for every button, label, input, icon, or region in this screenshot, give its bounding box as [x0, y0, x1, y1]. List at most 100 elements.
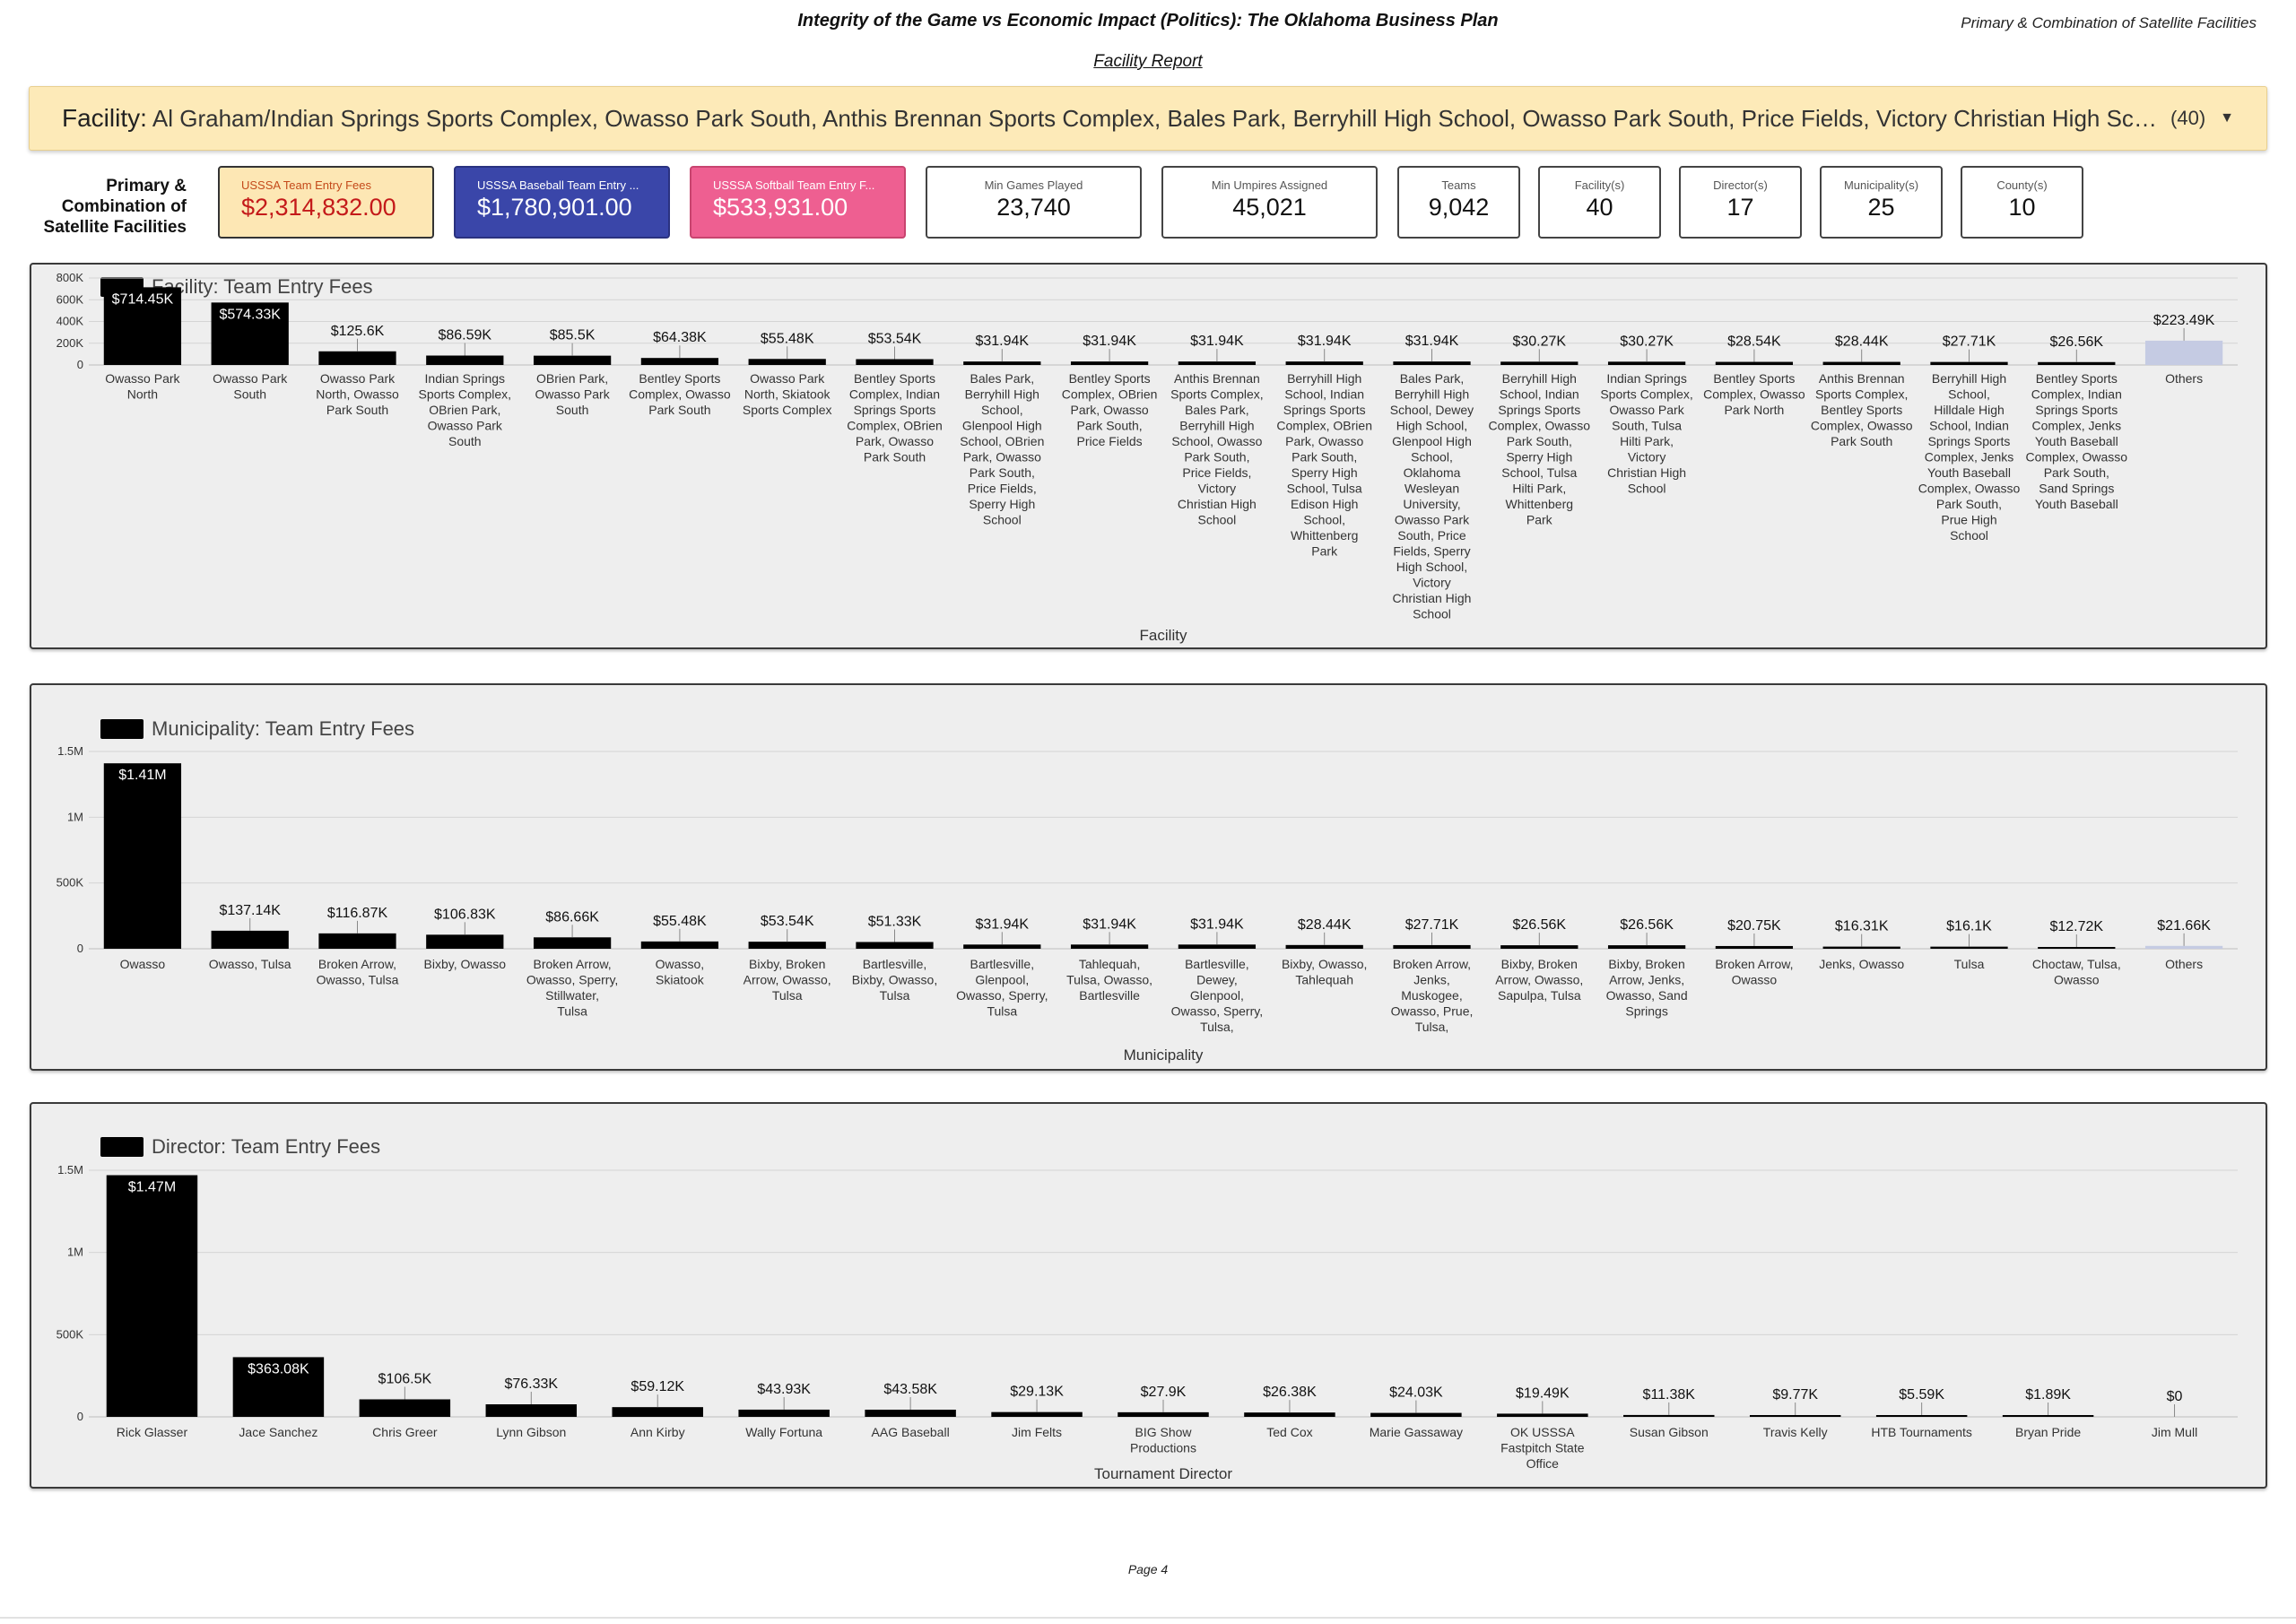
kpi-card-counties: County(s) 10 [1961, 166, 2083, 239]
category-label: Anthis Brennan Sports Complex, Bentley Spo… [1811, 371, 1913, 448]
data-label: $53.54K [868, 332, 922, 347]
kpi-title: Facility(s) [1574, 178, 1625, 192]
kpi-card-umpires-assigned: Min Umpires Assigned 45,021 [1161, 166, 1378, 239]
bar [856, 359, 934, 365]
bar [1715, 361, 1794, 365]
bar [991, 1411, 1083, 1417]
data-label: $116.87K [327, 906, 388, 921]
filter-label: Facility: [62, 104, 147, 132]
chevron-down-icon[interactable]: ▼ [2220, 110, 2234, 126]
bar [1285, 361, 1363, 365]
bar [1370, 1412, 1462, 1417]
data-label: $137.14K [219, 903, 281, 918]
category-label: Jim Felts [1012, 1425, 1062, 1439]
y-tick-label: 500K [57, 876, 84, 890]
bar [2038, 361, 2116, 365]
data-label: $1.41M [118, 768, 166, 783]
category-label: Anthis Brennan Sports Complex, Bales Park,… [1170, 371, 1263, 527]
bar [1118, 1411, 1209, 1417]
bar [640, 358, 719, 365]
x-axis-title: Municipality [1124, 1046, 1204, 1064]
category-label: Bales Park, Berryhill High School, Glenpool… [960, 371, 1044, 527]
category-label: Bentley Sports Complex, Indian Springs Spo… [847, 371, 943, 465]
data-label: $51.33K [868, 914, 922, 929]
data-label: $64.38K [653, 330, 707, 345]
kpi-title: Director(s) [1713, 178, 1768, 192]
x-axis-title: Facility [1140, 627, 1187, 644]
page-title: Integrity of the Game vs Economic Impact… [797, 11, 1499, 30]
report-scope-label: Primary & Combination of Satellite Facil… [1961, 14, 2257, 31]
bar [1393, 361, 1471, 365]
kpi-value: 9,042 [1428, 194, 1490, 221]
kpi-value: $2,314,832.00 [241, 194, 396, 221]
data-label: $43.93K [757, 1382, 811, 1397]
bar [1500, 361, 1578, 365]
category-label: Bentley Sports Complex, Owasso Park South [629, 371, 731, 417]
kpi-value: 45,021 [1232, 194, 1307, 221]
category-label: Ted Cox [1266, 1425, 1312, 1439]
kpi-title: Municipality(s) [1843, 178, 1919, 192]
kpi-title: County(s) [1996, 178, 2048, 192]
bar [232, 1357, 325, 1417]
y-tick-label: 500K [57, 1327, 84, 1341]
bar [1178, 944, 1257, 949]
y-tick-label: 0 [77, 942, 83, 955]
bar [1822, 946, 1900, 949]
kpi-value: 10 [2008, 194, 2036, 221]
bar [533, 937, 612, 949]
category-label: Choctaw, Tulsa, Owasso [2032, 957, 2121, 987]
category-label: Owasso, Tulsa [209, 957, 291, 971]
legend-swatch [100, 1137, 144, 1157]
category-label: Jace Sanchez [239, 1425, 317, 1439]
data-label: $28.44K [1835, 334, 1889, 350]
data-label: $223.49K [2153, 313, 2215, 328]
category-label: Rick Glasser [117, 1425, 188, 1439]
data-label: $27.71K [1943, 334, 1996, 350]
category-label: Bixby, Broken Arrow, Owasso, Tulsa [744, 957, 831, 1003]
category-label: Tulsa [1954, 957, 1985, 971]
data-label: $76.33K [504, 1376, 558, 1392]
data-label: $20.75K [1727, 918, 1781, 934]
category-label: Owasso Park North [105, 371, 180, 402]
category-label: Berryhill High School, Hilldale High School… [1918, 371, 2021, 543]
category-label: Broken Arrow, Jenks, Muskogee, Owasso, Prue… [1391, 957, 1474, 1034]
category-label: Owasso, Skiatook [656, 957, 705, 987]
bar [1607, 945, 1686, 949]
kpi-value: 23,740 [996, 194, 1071, 221]
kpi-value: 25 [1867, 194, 1895, 221]
facility-report-link[interactable]: Facility Report [1093, 52, 1203, 71]
data-label: $11.38K [1643, 1387, 1696, 1403]
data-label: $86.66K [545, 909, 599, 925]
kpi-title: Teams [1441, 178, 1476, 192]
category-label: AAG Baseball [872, 1425, 950, 1439]
bar [1822, 361, 1900, 365]
bar [426, 355, 504, 365]
data-label: $31.94K [975, 334, 1029, 349]
category-label: Bentley Sports Complex, Indian Springs Spo… [2026, 371, 2128, 511]
bar [2144, 340, 2223, 365]
category-label: Owasso Park North, Owasso Park South [316, 371, 399, 417]
bar [318, 351, 396, 365]
data-label: $55.48K [761, 331, 814, 346]
bar [1500, 945, 1578, 949]
data-label: $24.03K [1389, 1385, 1443, 1401]
data-label: $31.94K [1190, 334, 1244, 349]
data-label: $53.54K [761, 914, 814, 929]
facility-filter-dropdown[interactable]: Facility: Al Graham/Indian Springs Sport… [29, 86, 2267, 151]
bar [1623, 1414, 1715, 1417]
category-label: OK USSSA Fastpitch State Office [1500, 1425, 1585, 1471]
data-label: $16.1K [1946, 919, 1992, 934]
filter-value: Al Graham/Indian Springs Sports Complex,… [152, 104, 2159, 132]
category-label: Broken Arrow, Owasso, Sperry, Stillwater, T… [526, 957, 618, 1019]
data-label: $1.89K [2025, 1387, 2071, 1403]
bar [533, 355, 612, 365]
y-tick-label: 600K [57, 292, 84, 306]
x-axis-title: Tournament Director [1094, 1465, 1232, 1482]
legend-swatch [100, 719, 144, 739]
category-label: Ann Kirby [631, 1425, 685, 1439]
data-label: $106.83K [434, 907, 496, 922]
data-label: $85.5K [550, 328, 596, 343]
y-tick-label: 800K [57, 271, 84, 284]
category-label: BIG Show Productions [1130, 1425, 1196, 1455]
bar [748, 359, 826, 365]
